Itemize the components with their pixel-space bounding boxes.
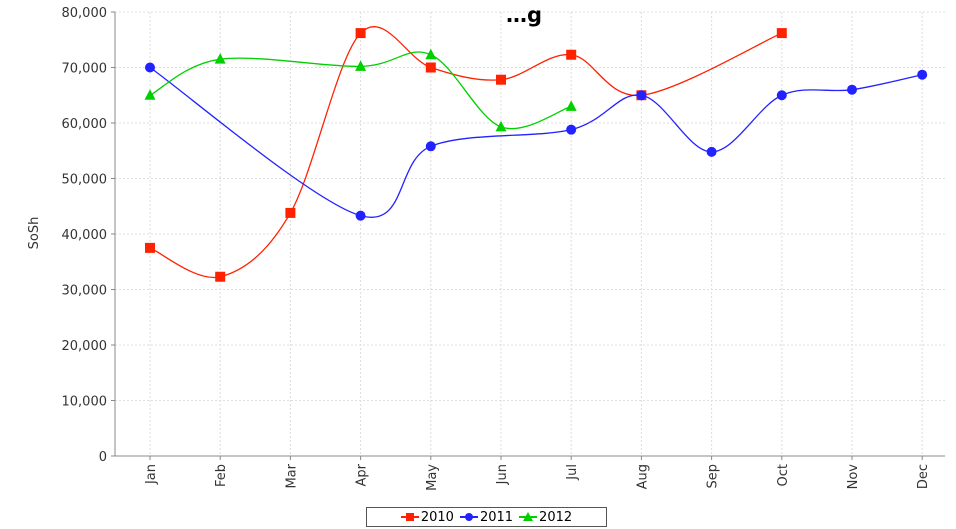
legend-swatch-2012 (519, 512, 538, 522)
x-tick-label: Aug (635, 464, 650, 489)
series-2012 (144, 48, 577, 132)
y-tick-label: 30,000 (62, 284, 108, 299)
data-point (215, 271, 226, 282)
x-tick-label: Feb (214, 464, 229, 487)
axes (111, 11, 945, 460)
x-tick-label: Dec (916, 464, 931, 489)
chart-title: …g (506, 3, 542, 27)
data-point (566, 49, 577, 60)
data-point (425, 48, 437, 60)
x-tick-label: Mar (284, 463, 299, 488)
series-line-2010 (149, 25, 783, 279)
data-point (776, 90, 787, 101)
legend-label-2011: 2011 (479, 509, 514, 525)
data-point (145, 62, 155, 73)
x-tick-label: Oct (776, 464, 791, 486)
x-tick-label: Jul (565, 464, 580, 481)
series-2010 (145, 25, 787, 282)
tick-labels: 0 10,000 20,000 30,000 40,000 50,000 60,000 70,… (62, 6, 932, 491)
y-tick-label: 60,000 (62, 117, 108, 132)
data-point (425, 141, 436, 152)
circle-marker-icon (464, 513, 473, 521)
x-tick-label: Jan (144, 464, 159, 485)
data-point (636, 90, 647, 101)
legend-label-2012: 2012 (539, 509, 573, 525)
y-tick-label: 20,000 (62, 339, 108, 354)
data-point (144, 89, 156, 100)
data-point (145, 242, 155, 253)
y-axis-title: SoSh (27, 217, 42, 250)
x-tick-label: Nov (846, 464, 861, 490)
data-point (706, 146, 717, 157)
data-point (776, 28, 787, 39)
data-point (496, 74, 506, 85)
x-tick-label: Sep (706, 464, 721, 489)
y-tick-label: 50,000 (62, 173, 108, 188)
data-point (917, 69, 928, 80)
data-point (355, 60, 367, 71)
square-marker-icon (405, 513, 414, 521)
data-point (425, 62, 436, 73)
x-tick-label: Jun (495, 464, 510, 485)
legend: 2010 2011 2012 (366, 507, 607, 527)
series-2011 (145, 62, 928, 221)
x-tick-label: Apr (355, 463, 370, 486)
data-point (355, 28, 366, 39)
data-point (355, 210, 366, 221)
plot-area (115, 12, 945, 456)
legend-swatch-2010 (400, 512, 419, 522)
y-tick-label: 0 (99, 450, 107, 465)
data-point (285, 207, 296, 218)
y-tick-label: 40,000 (62, 228, 108, 243)
legend-swatch-2011 (459, 512, 478, 522)
data-point (565, 100, 577, 111)
grid (115, 11, 945, 457)
data-point (214, 53, 226, 64)
legend-item-2012: 2012 (519, 510, 572, 525)
y-tick-label: 10,000 (62, 395, 108, 410)
triangle-marker-icon (523, 512, 534, 521)
data-point (566, 124, 577, 135)
y-tick-label: 70,000 (62, 62, 108, 77)
legend-item-2011: 2011 (459, 509, 514, 525)
data-point (495, 120, 507, 132)
x-tick-label: May (425, 464, 440, 491)
data-point (847, 84, 857, 95)
legend-item-2010: 2010 (400, 509, 454, 525)
series-layer (144, 25, 928, 282)
y-tick-label: 80,000 (62, 6, 108, 21)
legend-label-2010: 2010 (420, 509, 454, 525)
